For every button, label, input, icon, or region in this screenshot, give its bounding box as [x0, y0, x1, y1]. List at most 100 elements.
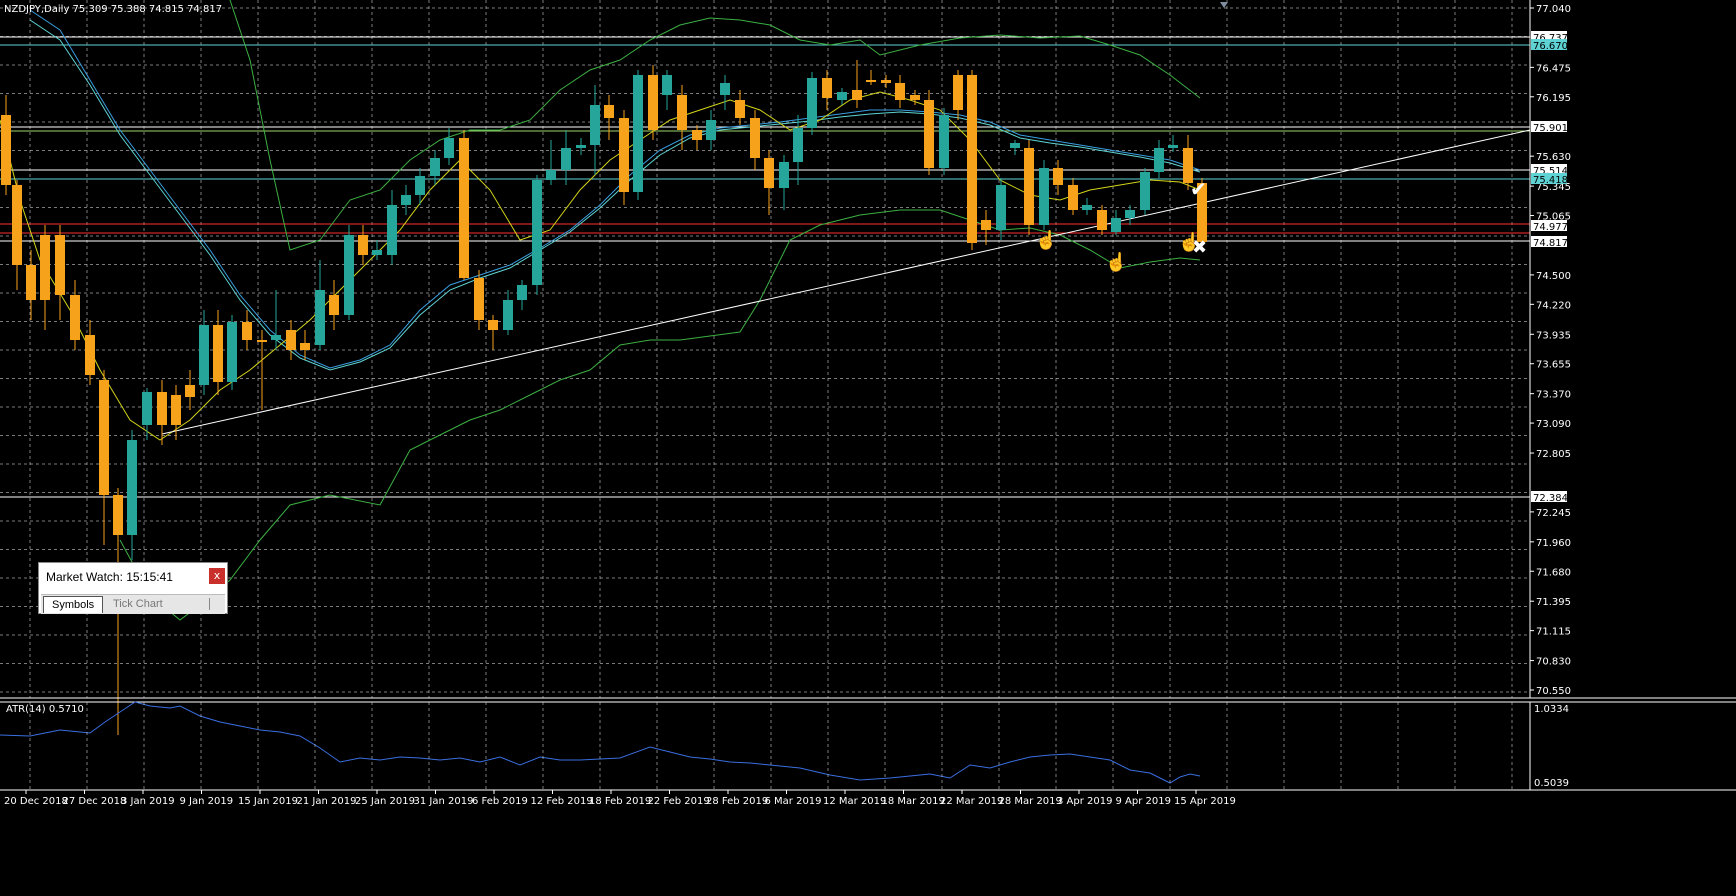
price-axis-label: 75.630 [1536, 152, 1571, 163]
candle-body [503, 300, 513, 330]
price-axis-label: 72.245 [1536, 508, 1571, 519]
date-label: 22 Mar 2019 [940, 796, 1003, 807]
candle-body [271, 335, 281, 340]
candle-body [807, 78, 817, 128]
middle-band-blue [29, 9, 1201, 369]
atr-pane: ATR(14) 0.5710 1.0334 0.5039 [0, 701, 1569, 790]
tab-symbols[interactable]: Symbols [43, 596, 104, 613]
middle-band-teal [29, 19, 1201, 371]
candle-body [532, 180, 542, 285]
candle-body [866, 80, 876, 82]
candle-body [1097, 210, 1107, 230]
price-axis-label: 71.115 [1536, 627, 1571, 638]
candle-body [895, 83, 905, 100]
price-axis-label: 77.040 [1536, 4, 1571, 15]
price-axis-label: 74.500 [1536, 271, 1571, 282]
candle-body [329, 295, 339, 315]
date-label: 27 Dec 2018 [63, 796, 127, 807]
candle-body [793, 128, 803, 162]
shift-marker-icon[interactable] [1220, 2, 1228, 8]
candle-body [213, 325, 223, 382]
upper-band [229, 0, 1201, 251]
lower-band [119, 209, 1201, 621]
price-tag [1531, 220, 1567, 231]
candle-body [459, 138, 469, 278]
date-label: 3 Apr 2019 [1057, 796, 1112, 807]
candle-body [996, 185, 1006, 230]
trendline[interactable] [161, 129, 1531, 435]
price-axis-label: 73.935 [1536, 330, 1571, 341]
date-label: 15 Apr 2019 [1174, 796, 1236, 807]
candle-body [822, 78, 832, 98]
candle-body [1168, 145, 1178, 148]
candle-body [633, 75, 643, 192]
close-button[interactable]: x [209, 568, 225, 584]
candle-body [488, 320, 498, 330]
candle-body [40, 235, 50, 300]
candle-body [12, 185, 22, 265]
candle-body [1024, 148, 1034, 225]
candle-body [852, 90, 862, 100]
thumbs-up-icon: ☝ [1035, 229, 1057, 251]
price-axis-label: 73.090 [1536, 419, 1571, 430]
date-label: 28 Feb 2019 [706, 796, 768, 807]
candle-body [662, 75, 672, 95]
candle-body [720, 83, 730, 95]
date-label: 12 Mar 2019 [823, 796, 886, 807]
atr-axis-bottom: 0.5039 [1534, 778, 1569, 789]
tab-tick-chart[interactable]: Tick Chart [113, 598, 163, 610]
candle-body [55, 235, 65, 295]
candle-body [127, 440, 137, 535]
candle-body [1197, 183, 1207, 242]
price-tag-label: 75.514 [1533, 166, 1568, 177]
candle-body [242, 322, 252, 340]
candle-body [764, 158, 774, 188]
candle-body [185, 385, 195, 397]
candle-body [1039, 168, 1049, 225]
price-tag [1531, 121, 1567, 132]
candle-body [837, 92, 847, 100]
candle-body [344, 235, 354, 315]
price-axis-label: 73.655 [1536, 360, 1571, 371]
candle-body [26, 265, 36, 300]
date-label: 18 Mar 2019 [882, 796, 945, 807]
price-axis-label: 75.065 [1536, 212, 1571, 223]
date-label: 20 Dec 2018 [4, 796, 68, 807]
candle-body [85, 335, 95, 375]
candle-body [706, 120, 716, 140]
atr-line [0, 701, 1201, 784]
candle-body [692, 130, 702, 140]
date-label: 6 Mar 2019 [765, 796, 822, 807]
price-axis-label: 70.550 [1536, 686, 1571, 697]
candle-body [227, 322, 237, 382]
price-axis-label: 74.220 [1536, 300, 1571, 311]
candle-body [142, 392, 152, 425]
price-axis-label: 71.960 [1536, 538, 1571, 549]
price-tag-label: 76.670 [1533, 41, 1568, 52]
candle-body [401, 195, 411, 205]
price-axis-label: 75.345 [1536, 182, 1571, 193]
candle-body [953, 75, 963, 110]
cross-icon: ✖ [1192, 237, 1207, 257]
price-axis-label: 76.475 [1536, 63, 1571, 74]
candle-body [415, 176, 425, 195]
candle-body [157, 392, 167, 425]
atr-axis-top: 1.0334 [1534, 704, 1569, 715]
candle-body [1082, 205, 1092, 210]
thumbs-up-icon: ☝ [1105, 251, 1127, 273]
candle-body [257, 340, 267, 342]
market-watch-tabs: Symbols Tick Chart [41, 594, 225, 614]
market-watch-window[interactable]: Market Watch: 15:15:41 x Symbols Tick Ch… [38, 562, 228, 614]
price-tag [1531, 173, 1567, 184]
candle-body [1, 115, 11, 185]
date-label: 3 Jan 2019 [121, 796, 175, 807]
candle-body [1183, 148, 1193, 183]
candle-body [286, 330, 296, 350]
price-tag-label: 74.817 [1533, 238, 1568, 249]
chart-header: NZDJPY,Daily 75.309 75.388 74.815 74.817 [4, 4, 222, 15]
candle-body [677, 95, 687, 130]
candle-body [387, 205, 397, 255]
price-axis: 77.040 76.475 76.195 75.630 75.345 75.065 74.5… [1529, 0, 1736, 698]
candle-body [474, 278, 484, 320]
